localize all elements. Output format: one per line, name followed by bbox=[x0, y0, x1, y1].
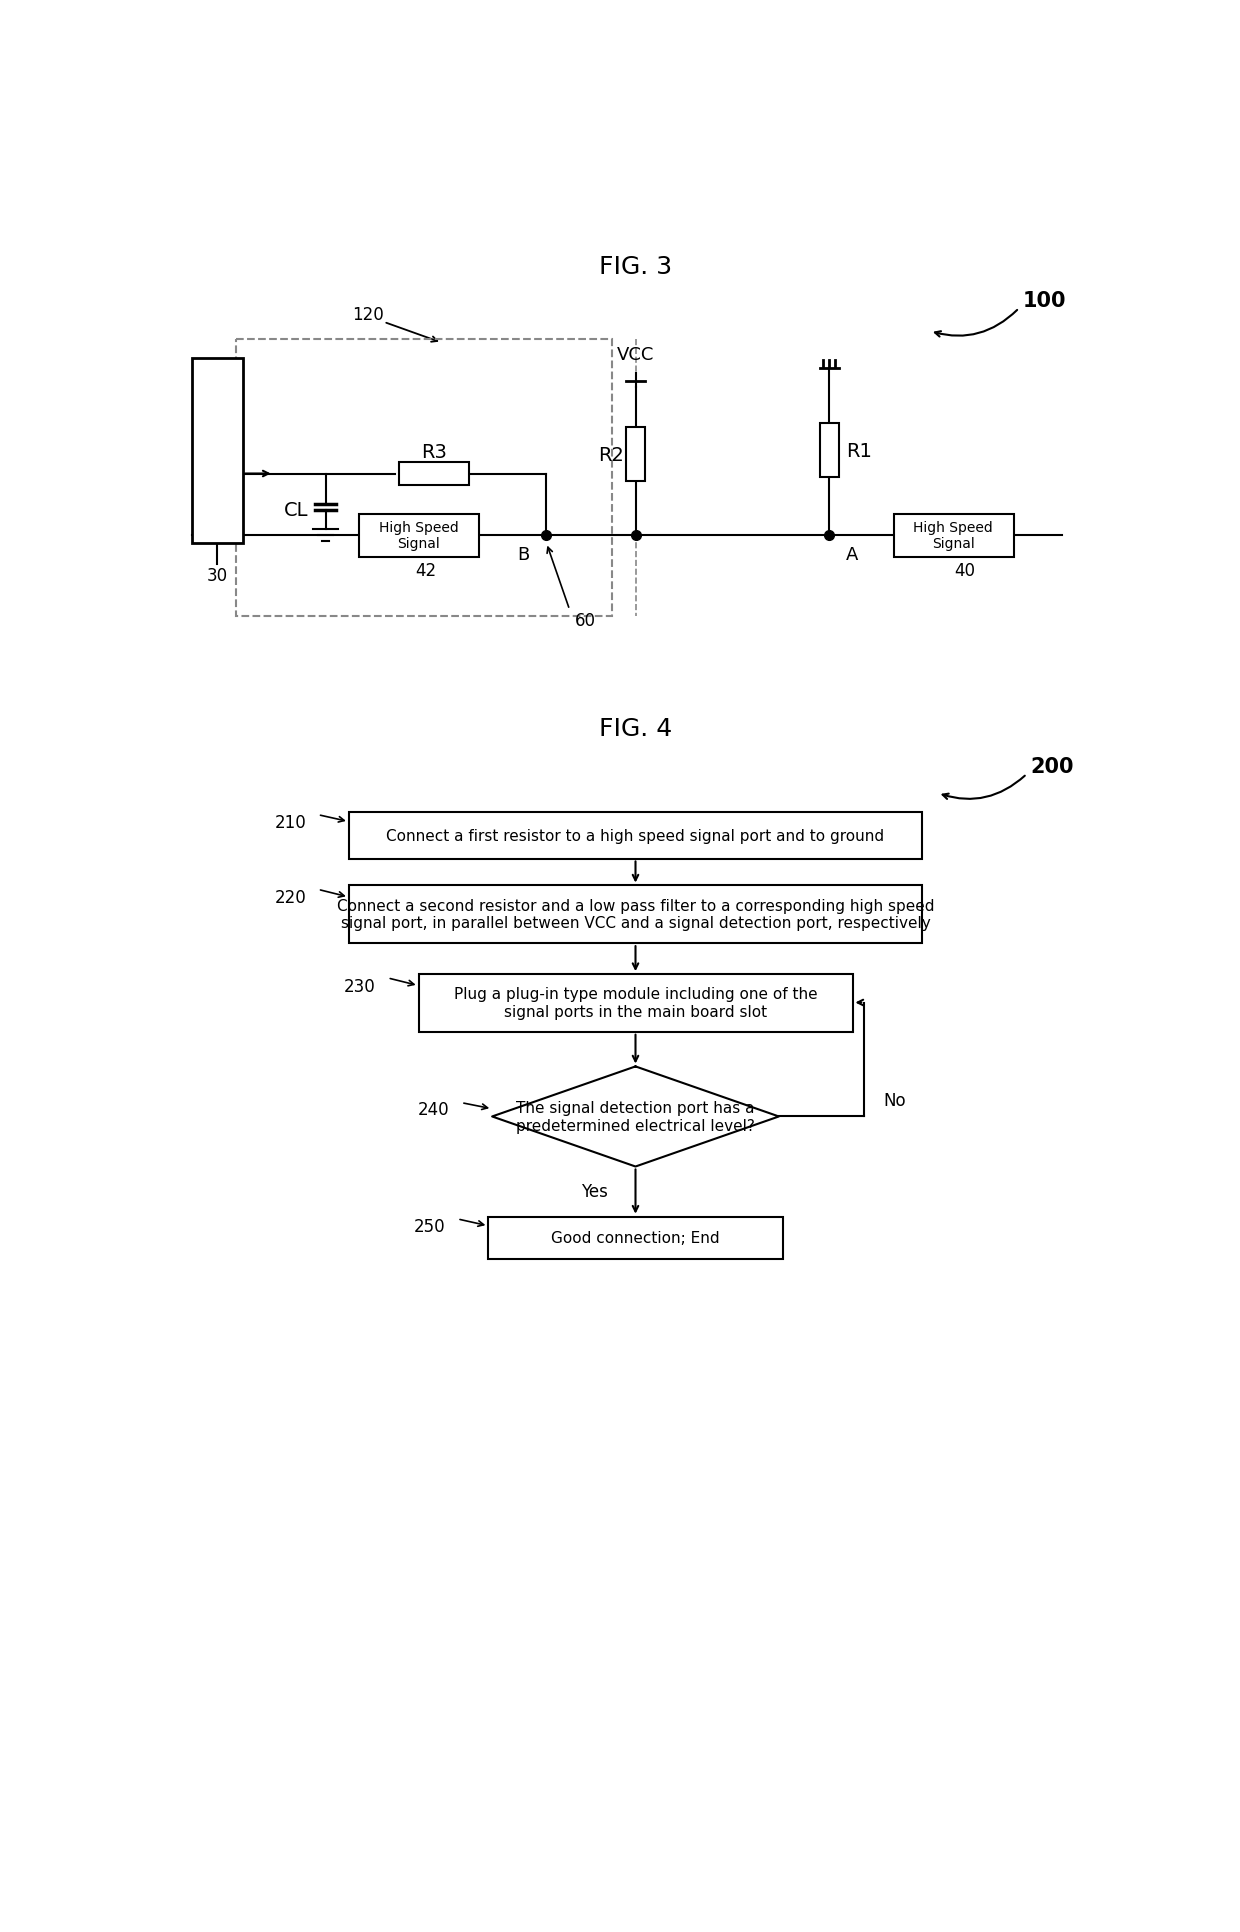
Text: VCC: VCC bbox=[616, 346, 655, 363]
Text: 230: 230 bbox=[345, 978, 376, 995]
Bar bbox=[626, 429, 645, 481]
Text: 100: 100 bbox=[1023, 292, 1066, 311]
Bar bbox=[192, 359, 243, 543]
Text: 240: 240 bbox=[418, 1099, 449, 1119]
Bar bbox=[419, 974, 853, 1032]
Text: R3: R3 bbox=[422, 442, 446, 462]
Text: 250: 250 bbox=[414, 1217, 445, 1235]
Text: Connect a second resistor and a low pass filter to a corresponding high speed
si: Connect a second resistor and a low pass… bbox=[337, 898, 934, 931]
Bar bbox=[348, 887, 923, 943]
Text: Good connection; End: Good connection; End bbox=[552, 1231, 719, 1246]
Text: No: No bbox=[883, 1092, 906, 1109]
Text: R2: R2 bbox=[598, 446, 624, 464]
Bar bbox=[237, 340, 613, 616]
Bar bbox=[489, 1217, 782, 1260]
Text: CL: CL bbox=[284, 500, 309, 520]
Text: FIG. 4: FIG. 4 bbox=[599, 717, 672, 740]
Bar bbox=[348, 813, 923, 860]
Text: Connect a first resistor to a high speed signal port and to ground: Connect a first resistor to a high speed… bbox=[387, 829, 884, 844]
Bar bbox=[820, 425, 838, 477]
Text: R1: R1 bbox=[846, 442, 872, 460]
Text: Plug a plug-in type module including one of the
signal ports in the main board s: Plug a plug-in type module including one… bbox=[454, 987, 817, 1020]
Text: A: A bbox=[847, 547, 858, 564]
Text: 42: 42 bbox=[415, 562, 436, 580]
Text: B: B bbox=[517, 547, 529, 564]
Text: 120: 120 bbox=[352, 305, 384, 325]
Text: 60: 60 bbox=[574, 612, 595, 630]
Text: 210: 210 bbox=[274, 813, 306, 831]
Text: 30: 30 bbox=[206, 566, 228, 585]
Bar bbox=[399, 464, 469, 485]
Text: High Speed
Signal: High Speed Signal bbox=[914, 522, 993, 551]
Text: Yes: Yes bbox=[582, 1182, 609, 1200]
Text: 200: 200 bbox=[1030, 757, 1074, 777]
Text: 40: 40 bbox=[955, 562, 976, 580]
Text: FIG. 3: FIG. 3 bbox=[599, 255, 672, 278]
Bar bbox=[358, 516, 479, 556]
Text: The signal detection port has a
predetermined electrical level?: The signal detection port has a predeter… bbox=[516, 1101, 755, 1132]
Bar bbox=[894, 516, 1014, 556]
Text: High Speed
Signal: High Speed Signal bbox=[378, 522, 459, 551]
Text: 220: 220 bbox=[274, 889, 306, 906]
